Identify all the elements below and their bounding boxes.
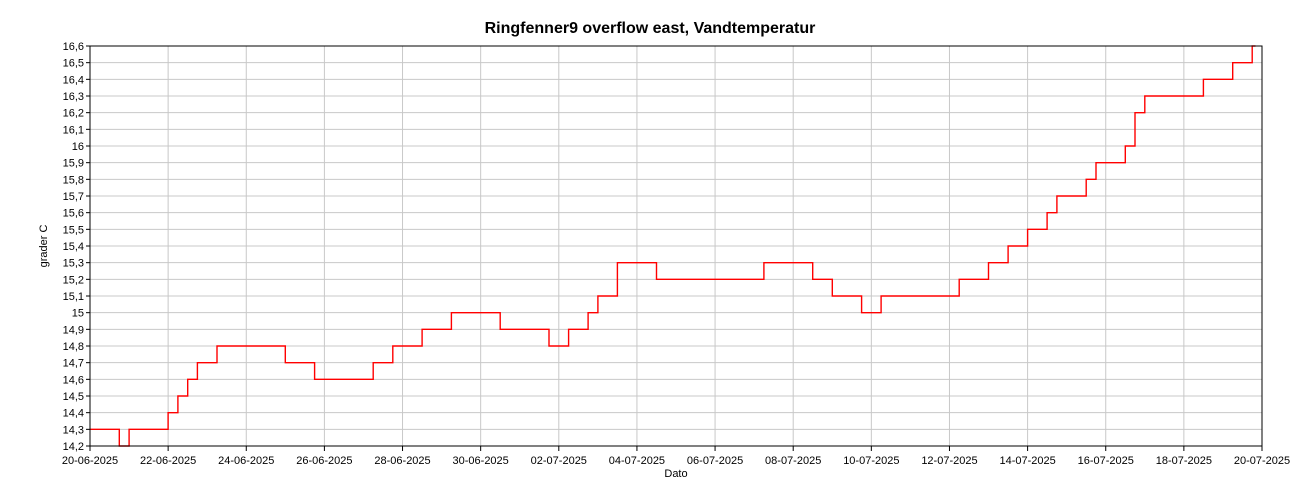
y-tick-label: 14,4	[63, 408, 84, 420]
x-tick-label: 06-07-2025	[687, 455, 743, 467]
y-tick-label: 14,9	[63, 324, 84, 336]
y-tick-label: 15,6	[63, 208, 84, 220]
x-tick-label: 24-06-2025	[218, 455, 274, 467]
y-tick-label: 15	[72, 308, 84, 320]
x-tick-label: 02-07-2025	[531, 455, 587, 467]
x-tick-layer: 20-06-2025 22-06-2025 24-06-2025 26-06-2025…	[62, 446, 1290, 467]
x-axis-label: Dato	[664, 468, 687, 480]
y-tick-label: 15,2	[63, 274, 84, 286]
x-tick-label: 08-07-2025	[765, 455, 821, 467]
x-tick-label: 22-06-2025	[140, 455, 196, 467]
y-tick-label: 15,3	[63, 258, 84, 270]
grid-layer	[89, 45, 1263, 447]
y-tick-label: 16,6	[63, 41, 84, 53]
y-tick-label: 16	[72, 141, 84, 153]
y-tick-label: 15,1	[63, 291, 84, 303]
series-layer	[90, 45, 1256, 447]
x-tick-label: 14-07-2025	[999, 455, 1055, 467]
x-tick-label: 12-07-2025	[921, 455, 977, 467]
y-tick-label: 15,8	[63, 174, 84, 186]
chart-title: Ringfenner9 overflow east, Vandtemperatu…	[484, 20, 816, 37]
y-tick-label: 14,7	[63, 358, 84, 370]
y-tick-layer: 14,2 14,3 14,4 14,5 14,6 14,7 14,8 14,9 15 15,1 15…	[63, 41, 90, 453]
x-tick-label: 26-06-2025	[296, 455, 352, 467]
y-tick-label: 16,4	[63, 74, 84, 86]
x-tick-label: 20-06-2025	[62, 455, 118, 467]
y-tick-label: 15,7	[63, 191, 84, 203]
x-tick-label: 28-06-2025	[374, 455, 430, 467]
y-tick-label: 16,3	[63, 91, 84, 103]
y-tick-label: 16,1	[63, 124, 84, 136]
x-tick-label: 16-07-2025	[1078, 455, 1134, 467]
x-tick-label: 18-07-2025	[1156, 455, 1212, 467]
y-axis-label: grader C	[38, 225, 50, 268]
y-tick-label: 16,5	[63, 58, 84, 70]
x-tick-label: 04-07-2025	[609, 455, 665, 467]
x-tick-label: 10-07-2025	[843, 455, 899, 467]
y-tick-label: 15,4	[63, 241, 84, 253]
y-tick-label: 16,2	[63, 108, 84, 120]
y-tick-label: 14,5	[63, 391, 84, 403]
y-tick-label: 14,2	[63, 441, 84, 453]
y-tick-label: 15,9	[63, 158, 84, 170]
y-tick-label: 14,3	[63, 424, 84, 436]
series-line	[90, 45, 1256, 447]
y-tick-label: 15,5	[63, 224, 84, 236]
y-tick-label: 14,8	[63, 341, 84, 353]
y-tick-label: 14,6	[63, 374, 84, 386]
x-tick-label: 20-07-2025	[1234, 455, 1290, 467]
x-tick-label: 30-06-2025	[453, 455, 509, 467]
